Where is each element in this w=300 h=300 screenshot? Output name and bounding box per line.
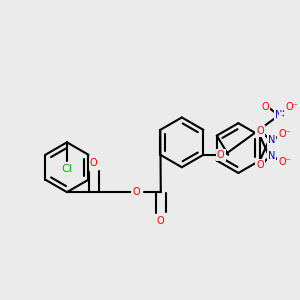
Text: O: O bbox=[256, 160, 264, 170]
Text: O: O bbox=[261, 102, 269, 112]
Text: ⁺: ⁺ bbox=[280, 113, 284, 122]
Text: N: N bbox=[268, 135, 275, 146]
Text: N: N bbox=[275, 110, 282, 120]
Text: Cl: Cl bbox=[61, 164, 72, 174]
Text: N: N bbox=[268, 151, 275, 161]
Text: O⁻: O⁻ bbox=[278, 158, 291, 167]
Text: O: O bbox=[157, 216, 165, 226]
Text: O: O bbox=[256, 126, 264, 136]
Text: O: O bbox=[217, 150, 224, 160]
Text: O⁻: O⁻ bbox=[286, 102, 298, 112]
Text: O: O bbox=[132, 187, 140, 197]
Text: O⁻: O⁻ bbox=[278, 129, 291, 139]
Text: O: O bbox=[90, 158, 98, 168]
